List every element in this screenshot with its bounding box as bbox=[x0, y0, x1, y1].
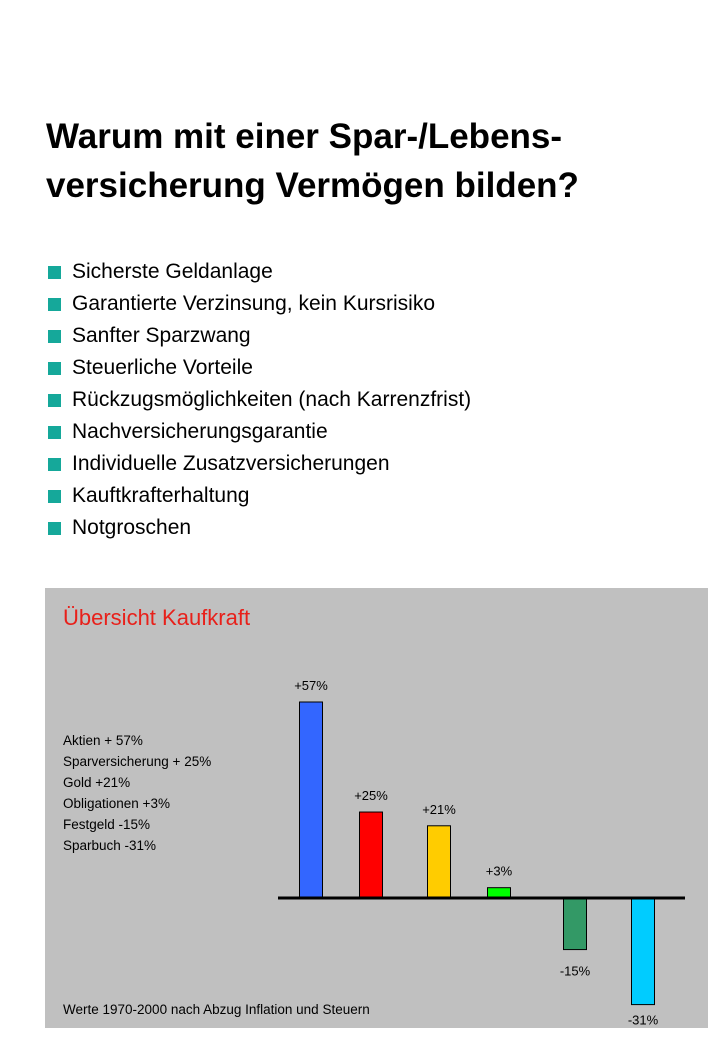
bullet-item: Sanfter Sparzwang bbox=[48, 320, 471, 352]
bar bbox=[359, 811, 383, 899]
title-line-2: versicherung Vermögen bilden? bbox=[46, 166, 579, 205]
bullet-item: Kauftkrafterhaltung bbox=[48, 480, 471, 512]
bullet-square-icon bbox=[48, 458, 61, 471]
bar bbox=[487, 887, 511, 899]
legend-entry: Gold +21% bbox=[63, 775, 131, 790]
bar bbox=[299, 701, 323, 899]
legend-entry: Sparversicherung + 25% bbox=[63, 754, 212, 769]
bar-chart: +57% +25% +21% +3% -15% -31% bbox=[278, 678, 685, 1028]
bullet-square-icon bbox=[48, 298, 61, 311]
bullet-item: Individuelle Zusatzversicherungen bbox=[48, 448, 471, 480]
title-line-1: Warum mit einer Spar-/Lebens- bbox=[46, 117, 563, 156]
bar-value-label: +3% bbox=[486, 864, 513, 879]
bullet-item: Nachversicherungsgarantie bbox=[48, 416, 471, 448]
bullet-square-icon bbox=[48, 394, 61, 407]
bullet-item: Notgroschen bbox=[48, 512, 471, 544]
legend-entry: Sparbuch -31% bbox=[63, 838, 157, 853]
chart-footnote: Werte 1970-2000 nach Abzug Inflation und… bbox=[63, 1002, 370, 1017]
page-title: Warum mit einer Spar-/Lebens- versicheru… bbox=[46, 112, 706, 210]
legend-entry: Festgeld -15% bbox=[63, 817, 151, 832]
bullet-item: Garantierte Verzinsung, kein Kursrisiko bbox=[48, 288, 471, 320]
chart-legend: Aktien + 57% Sparversicherung + 25% Gold… bbox=[63, 730, 211, 856]
bullet-square-icon bbox=[48, 330, 61, 343]
bullet-text: Sanfter Sparzwang bbox=[72, 324, 251, 347]
chart-title: Übersicht Kaufkraft bbox=[63, 605, 251, 630]
bullet-text: Individuelle Zusatzversicherungen bbox=[72, 452, 390, 475]
bullet-square-icon bbox=[48, 362, 61, 375]
bar-value-label: +57% bbox=[294, 678, 328, 693]
bullet-square-icon bbox=[48, 522, 61, 535]
bar-value-label: -31% bbox=[628, 1013, 659, 1028]
bullet-item: Rückzugsmöglichkeiten (nach Karrenzfrist… bbox=[48, 384, 471, 416]
legend-entry: Obligationen +3% bbox=[63, 796, 170, 811]
bar bbox=[631, 897, 655, 1006]
legend-entry: Aktien + 57% bbox=[63, 733, 143, 748]
chart-panel: Übersicht Kaufkraft Aktien + 57% Sparver… bbox=[45, 588, 708, 1028]
bullet-text: Steuerliche Vorteile bbox=[72, 356, 253, 379]
bullet-text: Kauftkrafterhaltung bbox=[72, 484, 250, 507]
bar-value-label: +21% bbox=[422, 802, 456, 817]
bullet-text: Rückzugsmöglichkeiten (nach Karrenzfrist… bbox=[72, 388, 472, 411]
bullet-item: Sicherste Geldanlage bbox=[48, 256, 471, 288]
bullet-square-icon bbox=[48, 426, 61, 439]
bullet-text: Sicherste Geldanlage bbox=[72, 260, 273, 283]
bullet-list: Sicherste Geldanlage Garantierte Verzins… bbox=[48, 256, 471, 544]
bullet-text: Garantierte Verzinsung, kein Kursrisiko bbox=[72, 292, 435, 315]
bullet-square-icon bbox=[48, 266, 61, 279]
bullet-text: Notgroschen bbox=[72, 516, 192, 539]
bar bbox=[563, 897, 587, 951]
bullet-item: Steuerliche Vorteile bbox=[48, 352, 471, 384]
bullet-text: Nachversicherungsgarantie bbox=[72, 420, 328, 443]
bar-value-label: +25% bbox=[354, 788, 388, 803]
bullet-square-icon bbox=[48, 490, 61, 503]
bar-value-label: -15% bbox=[560, 964, 591, 979]
bar bbox=[427, 825, 451, 899]
